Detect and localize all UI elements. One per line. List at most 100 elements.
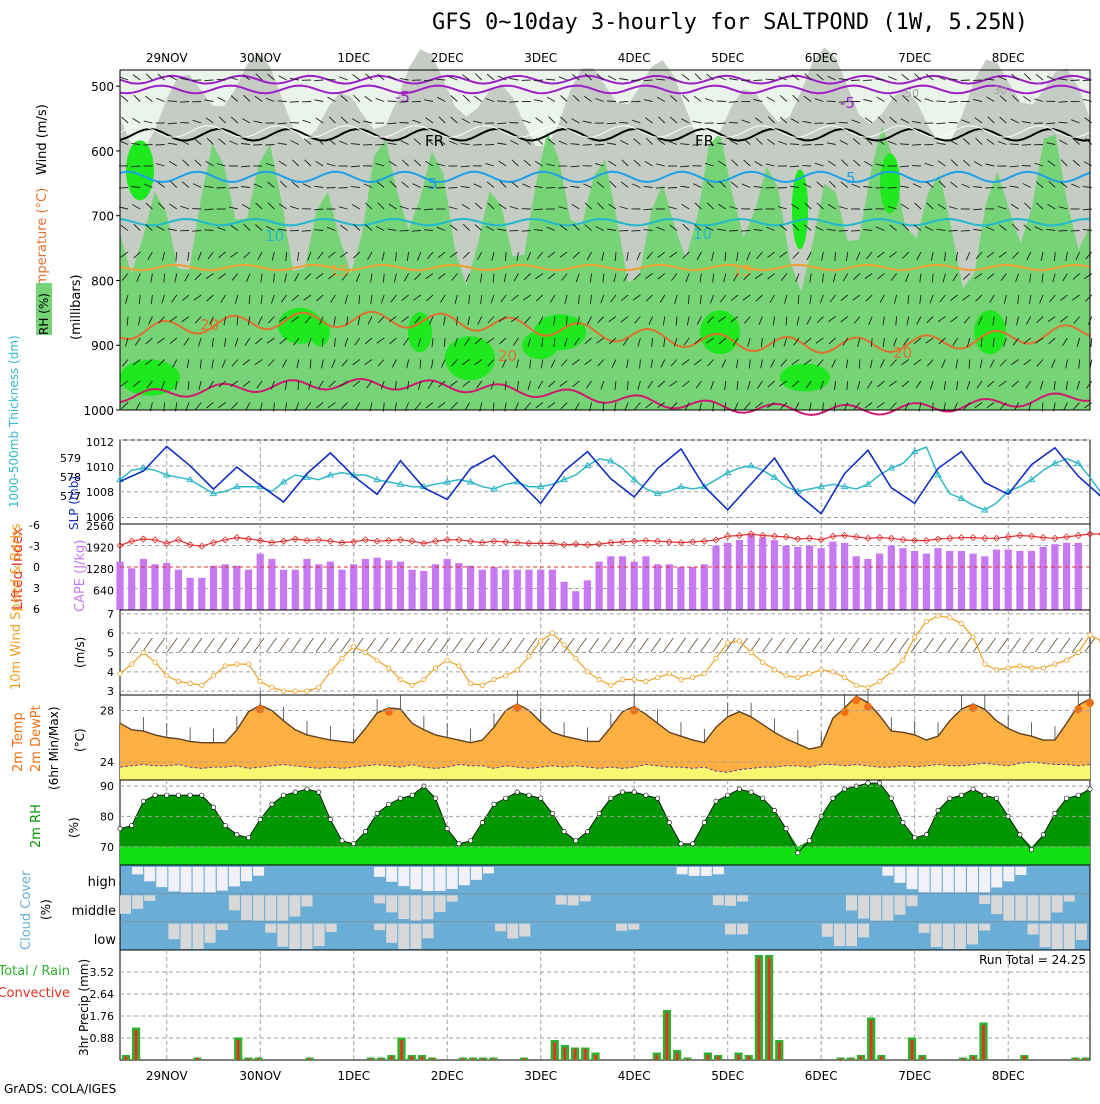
- tmax-marker: [1086, 699, 1094, 707]
- wind10-marker: [726, 641, 730, 645]
- cloud-cell: [931, 924, 942, 947]
- precip-convective-bar: [666, 1013, 669, 1061]
- rh2m-marker: [398, 796, 402, 800]
- cape-bar: [210, 566, 217, 610]
- cape-bar: [794, 547, 801, 610]
- rh2m-marker: [539, 796, 543, 800]
- cloud-cell: [374, 895, 385, 903]
- cape-bar: [1028, 551, 1035, 610]
- cape-bar: [1016, 551, 1023, 610]
- cloud-cell: [410, 895, 421, 920]
- pressure-tick-label: 800: [91, 274, 114, 288]
- wind10-marker: [877, 679, 881, 683]
- cape-bar: [970, 554, 977, 610]
- cape-bar: [128, 568, 135, 610]
- contour-label: 50: [905, 87, 919, 100]
- cloud-cell: [193, 924, 204, 949]
- slp-axis-label: SLP (mb): [67, 476, 81, 530]
- rh2m-marker: [1076, 793, 1080, 797]
- cape-bar: [829, 542, 836, 611]
- wind-barb: [851, 80, 860, 81]
- cape-bar: [981, 556, 988, 610]
- cloud-cell: [701, 867, 712, 876]
- cape-bar: [596, 562, 603, 610]
- wind10-marker: [223, 664, 227, 668]
- cape-bar: [946, 551, 953, 610]
- wind10-marker: [270, 685, 274, 689]
- cloud-cell: [991, 867, 1002, 888]
- precip-convective-bar: [308, 1059, 311, 1061]
- rh2m-tick-label: 70: [100, 841, 114, 854]
- rh2m-marker: [515, 790, 519, 794]
- footer-credit: GrADS: COLA/IGES: [4, 1082, 116, 1096]
- wind10-marker: [994, 668, 998, 672]
- cape-bar: [1075, 543, 1082, 610]
- wind10-tick-label: 5: [107, 647, 114, 660]
- cloud-cell: [858, 924, 869, 938]
- rh2m-marker: [959, 793, 963, 797]
- cloud-cell: [1064, 924, 1075, 949]
- precip-total-label: Total / Rain: [0, 964, 70, 979]
- rh2m-marker: [807, 839, 811, 843]
- wind-barb: [558, 188, 567, 189]
- cloud-cell: [302, 895, 313, 906]
- cloud-cell: [423, 867, 434, 891]
- rh2m-marker: [130, 823, 134, 827]
- cape-bar: [654, 564, 661, 610]
- precip-convective-bar: [247, 1059, 250, 1061]
- wind10-marker: [317, 685, 321, 689]
- cloud-cell: [580, 895, 591, 901]
- cloud-cell: [677, 867, 688, 874]
- pressure-axis-label: (millibars): [69, 274, 84, 340]
- rh2m-marker: [352, 842, 356, 846]
- wind10-marker: [130, 662, 134, 666]
- cape-bar: [350, 564, 357, 610]
- cloud-cell: [967, 924, 978, 945]
- date-label-top: 3DEC: [524, 51, 557, 65]
- cloud-cell: [193, 867, 204, 892]
- wind10-tick-label: 6: [107, 627, 114, 640]
- precip-convective-bar: [421, 1056, 424, 1060]
- precip-convective-bar: [400, 1040, 403, 1060]
- rh2m-marker: [363, 829, 367, 833]
- cloud-cell: [289, 895, 300, 916]
- cape-bar: [724, 543, 731, 610]
- cape-tick-label: 640: [93, 585, 114, 598]
- date-label-bottom: 5DEC: [711, 1069, 744, 1083]
- wind10-marker: [422, 677, 426, 681]
- cape-bar: [245, 570, 252, 610]
- date-label-bottom: 6DEC: [805, 1069, 838, 1083]
- rh-axis-label: RH (%): [37, 293, 51, 335]
- cloud-cell: [967, 867, 978, 892]
- cape-bar: [806, 546, 813, 611]
- cape-bar: [853, 556, 860, 610]
- cape-bar: [187, 578, 194, 610]
- wind10-marker: [550, 631, 554, 635]
- rh2m-marker: [574, 839, 578, 843]
- wind10-tick-label: 3: [107, 685, 114, 698]
- cape-bar: [619, 556, 626, 610]
- precip-convective-bar: [962, 1059, 965, 1061]
- cape-bar: [549, 570, 556, 610]
- cloud-cell: [822, 924, 833, 937]
- precip-convective-bar: [125, 1056, 128, 1060]
- precip-convective-bar: [431, 1059, 434, 1061]
- cape-tick-label: 2560: [86, 520, 114, 533]
- rh2m-marker: [877, 781, 881, 785]
- cloud-cell: [265, 895, 276, 920]
- cape-bar: [666, 564, 673, 610]
- wind10-marker: [480, 683, 484, 687]
- slp-tick-label: 1012: [86, 436, 114, 449]
- rh2m-marker: [504, 796, 508, 800]
- wind-barb: [265, 145, 274, 146]
- cape-bar: [280, 570, 287, 610]
- rh2m-marker: [328, 817, 332, 821]
- minmax-axis-label: (6hr Min/Max): [47, 707, 61, 791]
- wind10-marker: [246, 662, 250, 666]
- dewpt-axis-label: 2m DewPt: [29, 705, 44, 772]
- precip-convective-bar: [237, 1040, 240, 1060]
- wind10-marker: [772, 668, 776, 672]
- precip-axis-label: 3hr Precip (mm): [77, 959, 91, 1056]
- precip-convective-bar: [921, 1056, 924, 1060]
- cloud-cell: [217, 924, 228, 930]
